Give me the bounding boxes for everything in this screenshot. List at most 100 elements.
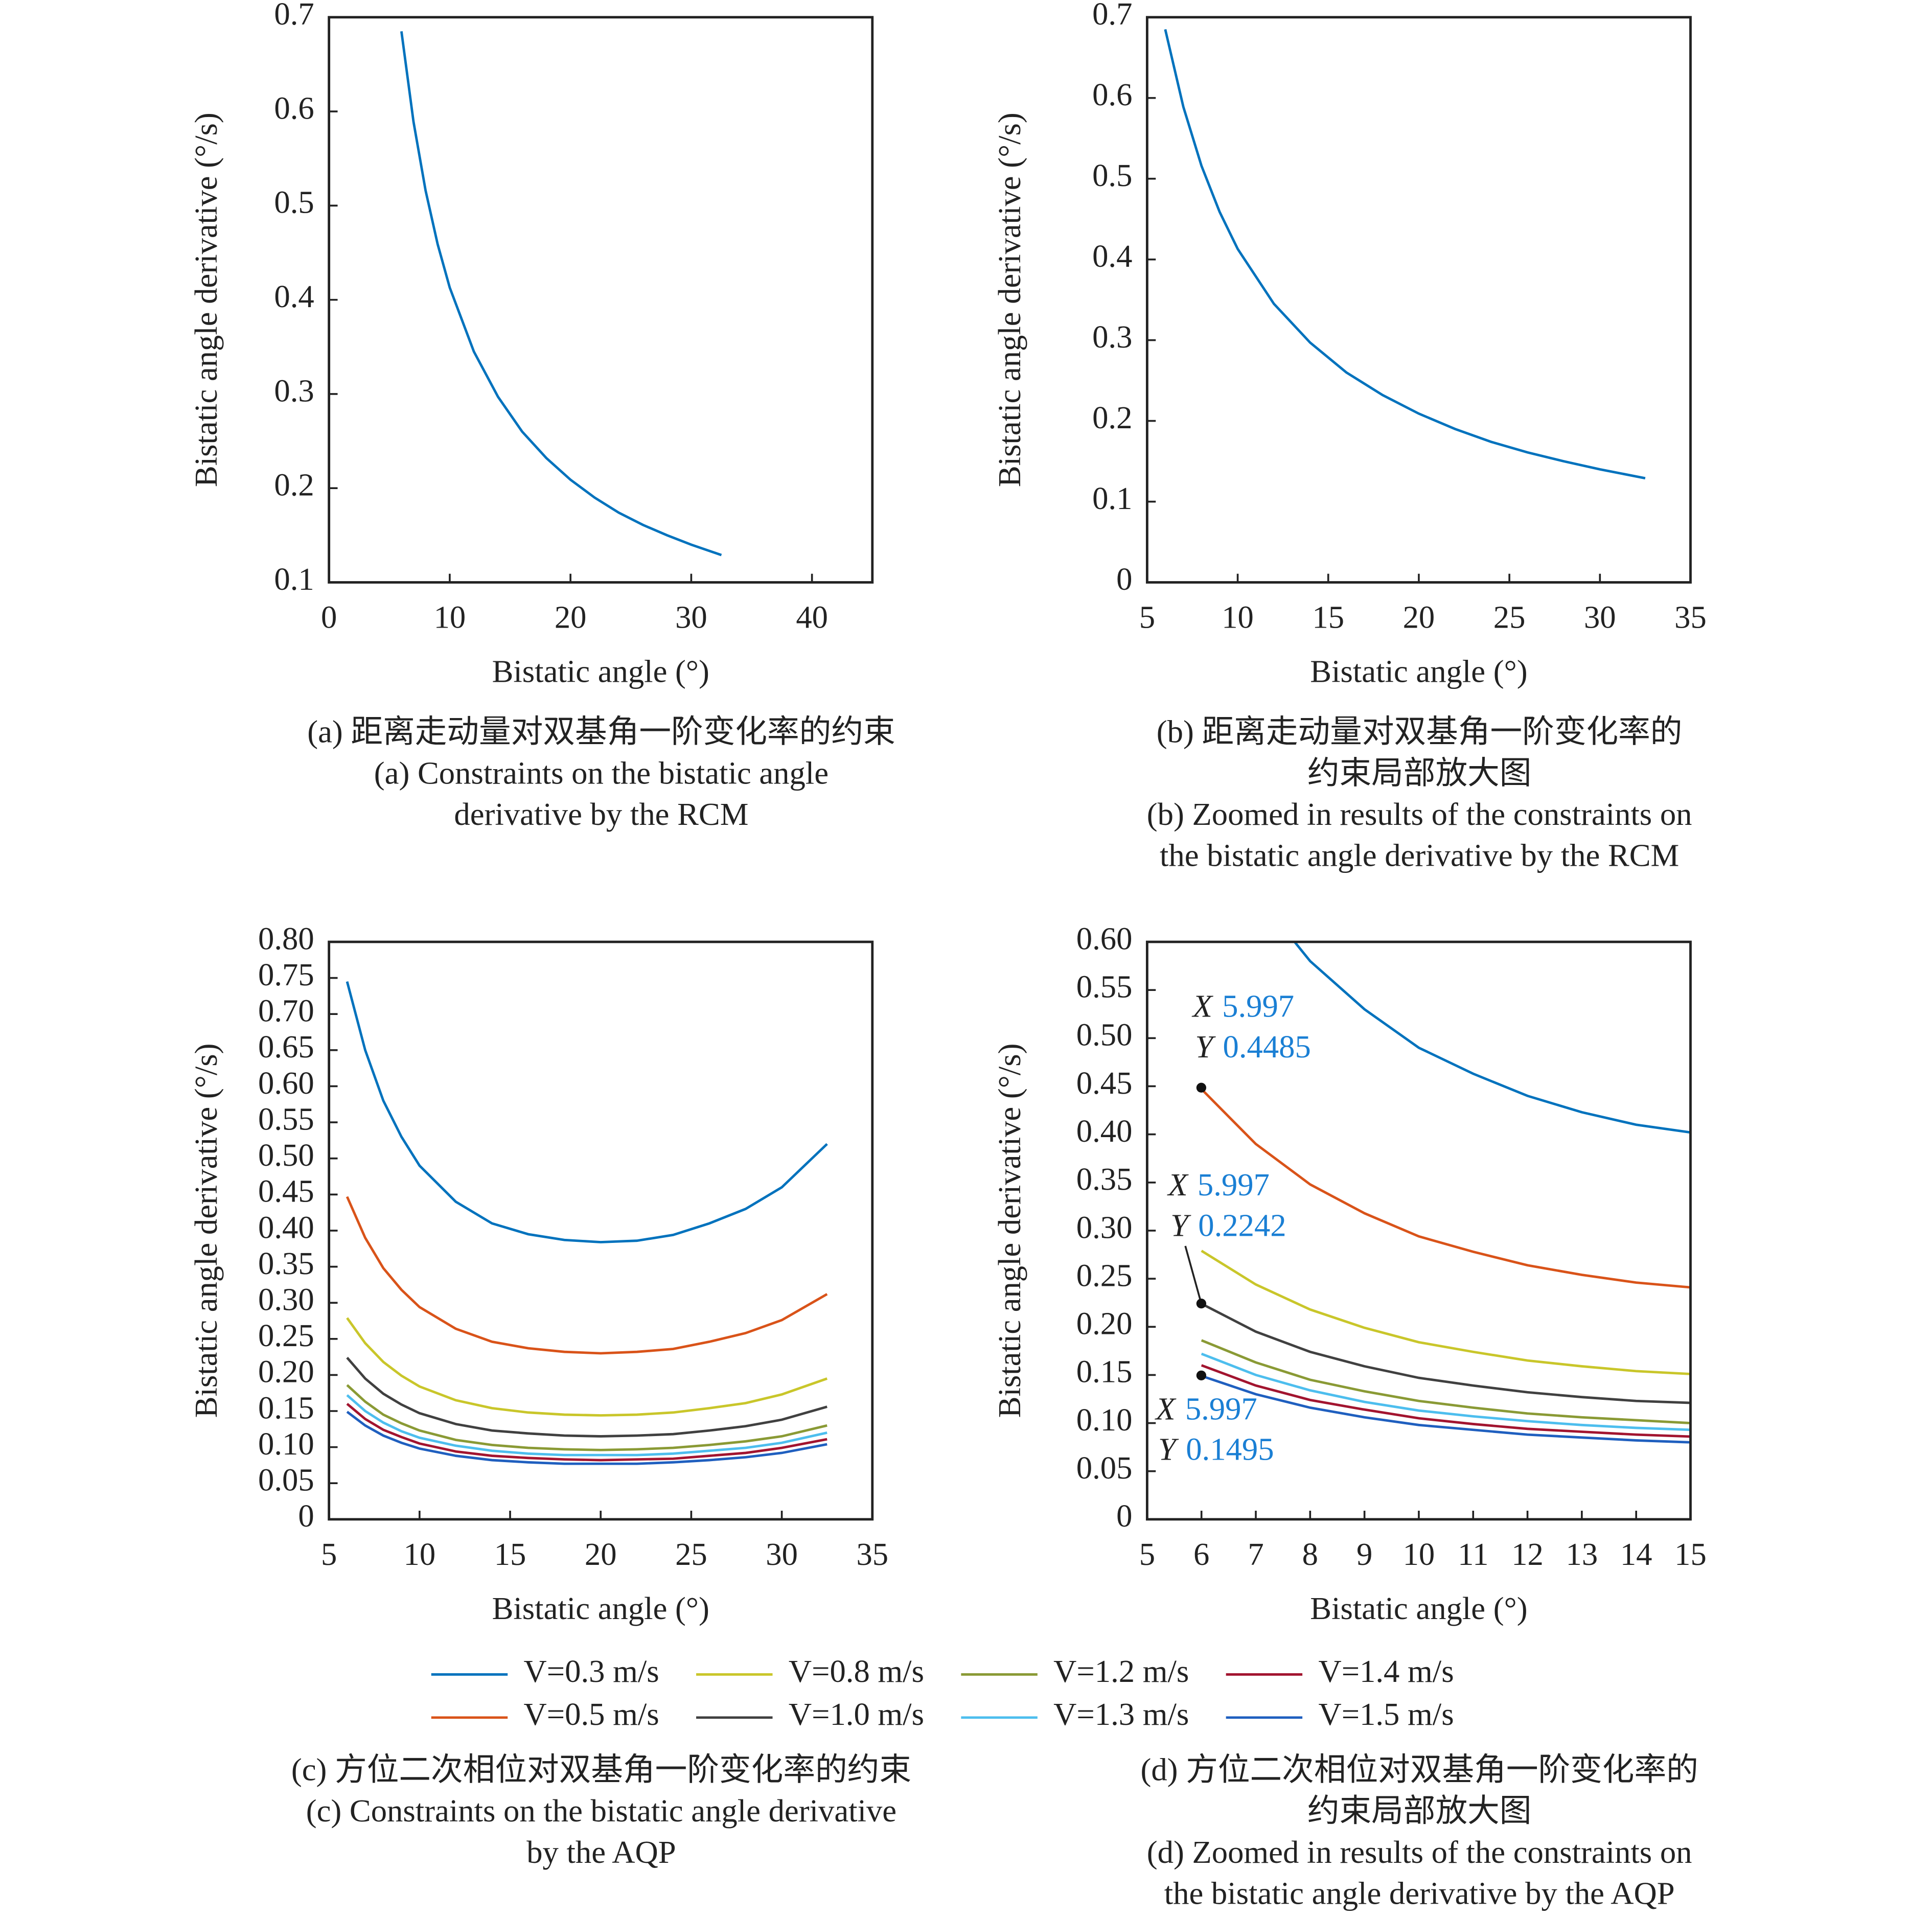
caption: the bistatic angle derivative by the RCM <box>1160 838 1679 873</box>
caption: (a) 距离走动量对双基角一阶变化率的约束 <box>307 714 895 750</box>
annotation-y-prefix: Y <box>1158 1431 1179 1467</box>
y-tick-label: 0.4 <box>274 279 314 314</box>
data-line <box>346 1384 827 1451</box>
y-tick-label: 0.25 <box>258 1318 314 1353</box>
y-tick-label: 0.50 <box>1076 1017 1133 1053</box>
legend-label: V=1.3 m/s <box>1053 1696 1189 1732</box>
legend-label: V=1.2 m/s <box>1053 1653 1189 1689</box>
annotation-x-prefix: X <box>1191 988 1214 1024</box>
y-tick-label: 0.35 <box>1076 1161 1133 1197</box>
x-axis-label: Bistatic angle (°) <box>1310 1590 1527 1626</box>
legend-label: V=0.8 m/s <box>789 1653 924 1689</box>
x-tick-label: 25 <box>675 1536 707 1572</box>
x-tick-label: 30 <box>766 1536 798 1572</box>
x-tick-label: 20 <box>555 599 587 635</box>
x-tick-label: 8 <box>1302 1536 1318 1572</box>
y-tick-label: 0.40 <box>258 1209 314 1245</box>
y-tick-label: 0.3 <box>274 373 314 408</box>
y-tick-label: 0.65 <box>258 1029 314 1065</box>
x-tick-label: 20 <box>1403 599 1435 635</box>
y-tick-label: 0.05 <box>258 1462 314 1498</box>
axes-box <box>1145 940 1692 1521</box>
data-line <box>1293 941 1691 1134</box>
x-tick-label: 7 <box>1248 1536 1263 1572</box>
y-axis-label: Bistatic angle derivative (°/s) <box>188 112 224 487</box>
annotation-y-prefix: Y <box>1195 1029 1216 1065</box>
x-tick-label: 35 <box>856 1536 888 1572</box>
caption: 约束局部放大图 <box>1307 1793 1532 1829</box>
x-tick-label: 13 <box>1566 1536 1598 1572</box>
x-tick-label: 0 <box>321 599 337 635</box>
caption: (d) 方位二次相位对双基角一阶变化率的 <box>1140 1752 1698 1788</box>
data-line <box>1201 1364 1691 1438</box>
x-axis-label: Bistatic angle (°) <box>492 654 709 689</box>
legend-label: V=1.4 m/s <box>1318 1653 1454 1689</box>
y-tick-label: 0.35 <box>258 1245 314 1281</box>
annotation-x-value: 5.997 <box>1185 1391 1257 1427</box>
y-tick-label: 0.55 <box>258 1101 314 1137</box>
y-tick-label: 0 <box>298 1498 314 1534</box>
x-tick-label: 10 <box>434 599 466 635</box>
y-tick-label: 0.6 <box>274 90 314 126</box>
y-tick-label: 0.15 <box>1076 1354 1133 1390</box>
y-tick-label: 0.60 <box>1076 920 1133 956</box>
annotation-y: Y 0.2242 <box>1170 1208 1286 1243</box>
annotation-leader <box>1184 1245 1203 1304</box>
y-tick-label: 0.10 <box>258 1426 314 1462</box>
caption: (c) Constraints on the bistatic angle de… <box>306 1793 896 1829</box>
annotation-x-value: 5.997 <box>1198 1167 1270 1203</box>
y-tick-label: 0.40 <box>1076 1113 1133 1149</box>
caption: (b) 距离走动量对双基角一阶变化率的 <box>1157 714 1683 750</box>
annotation-x: X 5.997 <box>1191 988 1295 1024</box>
y-tick-label: 0.05 <box>1076 1450 1133 1486</box>
y-tick-label: 0.30 <box>1076 1209 1133 1245</box>
y-tick-label: 0.5 <box>1092 157 1132 193</box>
data-line <box>1201 1352 1691 1431</box>
y-tick-label: 0.50 <box>258 1137 314 1173</box>
caption: (c) 方位二次相位对双基角一阶变化率的约束 <box>291 1752 911 1788</box>
y-tick-label: 0.70 <box>258 993 314 1029</box>
annotation-point <box>1196 1299 1207 1309</box>
x-tick-label: 14 <box>1620 1536 1652 1572</box>
y-tick-label: 0.4 <box>1092 238 1132 274</box>
y-tick-label: 0.3 <box>1092 319 1132 355</box>
caption: the bistatic angle derivative by the AQP <box>1164 1876 1675 1911</box>
annotation-y-value: 0.1495 <box>1186 1431 1274 1467</box>
y-axis-label: Bistatic angle derivative (°/s) <box>992 112 1027 487</box>
x-tick-label: 25 <box>1493 599 1526 635</box>
y-tick-label: 0.80 <box>258 920 314 956</box>
y-tick-label: 0.5 <box>274 184 314 220</box>
legend-label: V=0.5 m/s <box>524 1696 659 1732</box>
x-tick-label: 35 <box>1674 599 1707 635</box>
x-tick-label: 11 <box>1458 1536 1488 1572</box>
annotation-y-value: 0.2242 <box>1198 1208 1286 1243</box>
y-tick-label: 0.7 <box>1092 0 1132 32</box>
data-line <box>1201 1374 1691 1444</box>
caption: (a) Constraints on the bistatic angle <box>374 755 829 791</box>
y-tick-label: 0.60 <box>258 1065 314 1101</box>
data-line <box>400 31 722 557</box>
data-line <box>1201 1302 1691 1404</box>
annotation-x: X 5.997 <box>1154 1391 1257 1427</box>
annotation-point <box>1196 1082 1207 1093</box>
y-tick-label: 0 <box>1116 561 1132 597</box>
x-tick-label: 10 <box>1222 599 1254 635</box>
data-line <box>346 1411 827 1465</box>
x-tick-label: 30 <box>1584 599 1616 635</box>
x-tick-label: 15 <box>1312 599 1344 635</box>
legend-label: V=1.0 m/s <box>789 1696 924 1732</box>
y-axis-label: Bistatic angle derivative (°/s) <box>992 1044 1027 1418</box>
annotation-x-prefix: X <box>1154 1391 1177 1427</box>
legend-label: V=1.5 m/s <box>1318 1696 1454 1732</box>
caption: by the AQP <box>526 1834 676 1870</box>
y-tick-label: 0.1 <box>1092 480 1132 516</box>
y-tick-label: 0.2 <box>1092 400 1132 435</box>
data-line <box>346 981 828 1243</box>
y-tick-label: 0.45 <box>258 1173 314 1209</box>
x-tick-label: 15 <box>494 1536 526 1572</box>
axes-box <box>328 16 874 584</box>
y-tick-label: 0.6 <box>1092 77 1132 112</box>
x-tick-label: 9 <box>1356 1536 1372 1572</box>
